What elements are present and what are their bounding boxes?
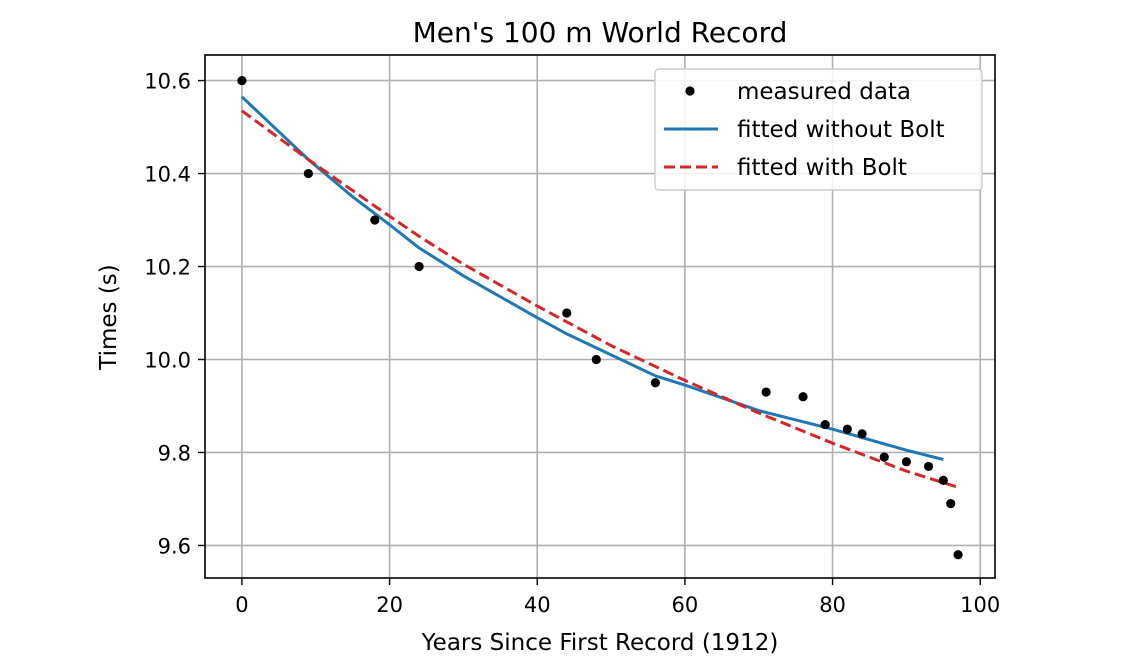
fit-line-without-bolt <box>240 95 944 461</box>
x-tick-label: 40 <box>524 593 551 617</box>
legend-label: fitted with Bolt <box>737 155 907 181</box>
data-point <box>857 429 867 439</box>
y-axis-label: Times (s) <box>96 264 122 371</box>
x-axis: 0 20 40 60 80 100 <box>235 578 1000 617</box>
y-tick-label: 10.6 <box>144 70 191 94</box>
x-tick-label: 60 <box>672 593 699 617</box>
data-point <box>303 168 313 179</box>
legend: measured data fitted without Bolt fitted w… <box>654 68 983 191</box>
y-axis: 9.6 9.8 10.0 10.2 10.4 10.6 <box>144 70 205 558</box>
data-point <box>414 261 424 272</box>
x-axis-label: Years Since First Record (1912) <box>421 630 779 656</box>
data-point <box>842 424 852 434</box>
chart-title: Men's 100 m World Record <box>413 16 788 49</box>
data-point <box>761 387 771 397</box>
plot-area <box>237 75 963 560</box>
y-tick-label: 10.0 <box>144 349 191 373</box>
y-tick-label: 9.8 <box>158 441 191 465</box>
data-point <box>901 457 912 467</box>
data-point <box>938 475 948 485</box>
x-tick-label: 80 <box>819 593 846 617</box>
data-point <box>820 419 830 430</box>
y-tick-label: 10.2 <box>144 256 191 280</box>
legend-marker-scatter <box>685 86 695 96</box>
y-tick-label: 10.4 <box>144 163 191 187</box>
x-tick-label: 100 <box>960 593 1000 617</box>
data-point <box>879 452 889 462</box>
data-point <box>562 308 572 318</box>
data-point <box>946 499 956 509</box>
data-point <box>591 354 601 365</box>
data-point <box>953 550 963 560</box>
data-point <box>650 378 660 388</box>
data-point <box>237 75 247 86</box>
legend-label: measured data <box>737 79 911 105</box>
x-tick-label: 0 <box>235 593 248 617</box>
legend-box <box>654 68 983 191</box>
fit-line-with-bolt <box>241 109 959 489</box>
legend-label: fitted without Bolt <box>737 117 945 143</box>
x-tick-label: 20 <box>376 593 403 617</box>
data-point <box>370 215 380 225</box>
data-point <box>923 461 934 472</box>
axes-frame <box>204 54 996 579</box>
data-point <box>798 392 808 402</box>
y-tick-label: 9.6 <box>158 534 191 558</box>
